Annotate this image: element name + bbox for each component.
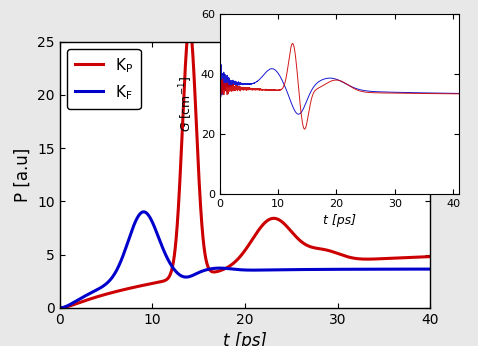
- K$_\mathrm{F}$: [121, 251, 127, 255]
- K$_\mathrm{F}$: [141, 210, 146, 214]
- K$_\mathrm{P}$: [199, 224, 205, 228]
- K$_\mathrm{P}$: [186, 24, 192, 28]
- K$_\mathrm{F}$: [427, 267, 433, 271]
- K$_\mathrm{P}$: [57, 306, 63, 310]
- K$_\mathrm{F}$: [215, 266, 221, 270]
- K$_\mathrm{F}$: [57, 306, 63, 310]
- Y-axis label: $G\;[\mathrm{cm}^{-1}]$: $G\;[\mathrm{cm}^{-1}]$: [178, 76, 196, 132]
- K$_\mathrm{P}$: [427, 255, 433, 259]
- K$_\mathrm{P}$: [121, 288, 127, 292]
- K$_\mathrm{P}$: [99, 293, 105, 298]
- Line: K$_\mathrm{P}$: K$_\mathrm{P}$: [60, 26, 430, 308]
- Legend: K$_\mathrm{P}$, K$_\mathrm{F}$: K$_\mathrm{P}$, K$_\mathrm{F}$: [67, 49, 141, 109]
- K$_\mathrm{F}$: [420, 267, 426, 271]
- K$_\mathrm{F}$: [380, 267, 386, 271]
- K$_\mathrm{P}$: [215, 269, 221, 273]
- X-axis label: t [ps]: t [ps]: [323, 214, 356, 227]
- Y-axis label: P [a.u]: P [a.u]: [14, 148, 32, 202]
- K$_\mathrm{F}$: [99, 285, 105, 289]
- K$_\mathrm{P}$: [420, 255, 426, 259]
- Line: K$_\mathrm{F}$: K$_\mathrm{F}$: [60, 212, 430, 308]
- K$_\mathrm{P}$: [380, 257, 386, 261]
- K$_\mathrm{F}$: [199, 269, 205, 273]
- X-axis label: t [ps]: t [ps]: [223, 333, 267, 346]
